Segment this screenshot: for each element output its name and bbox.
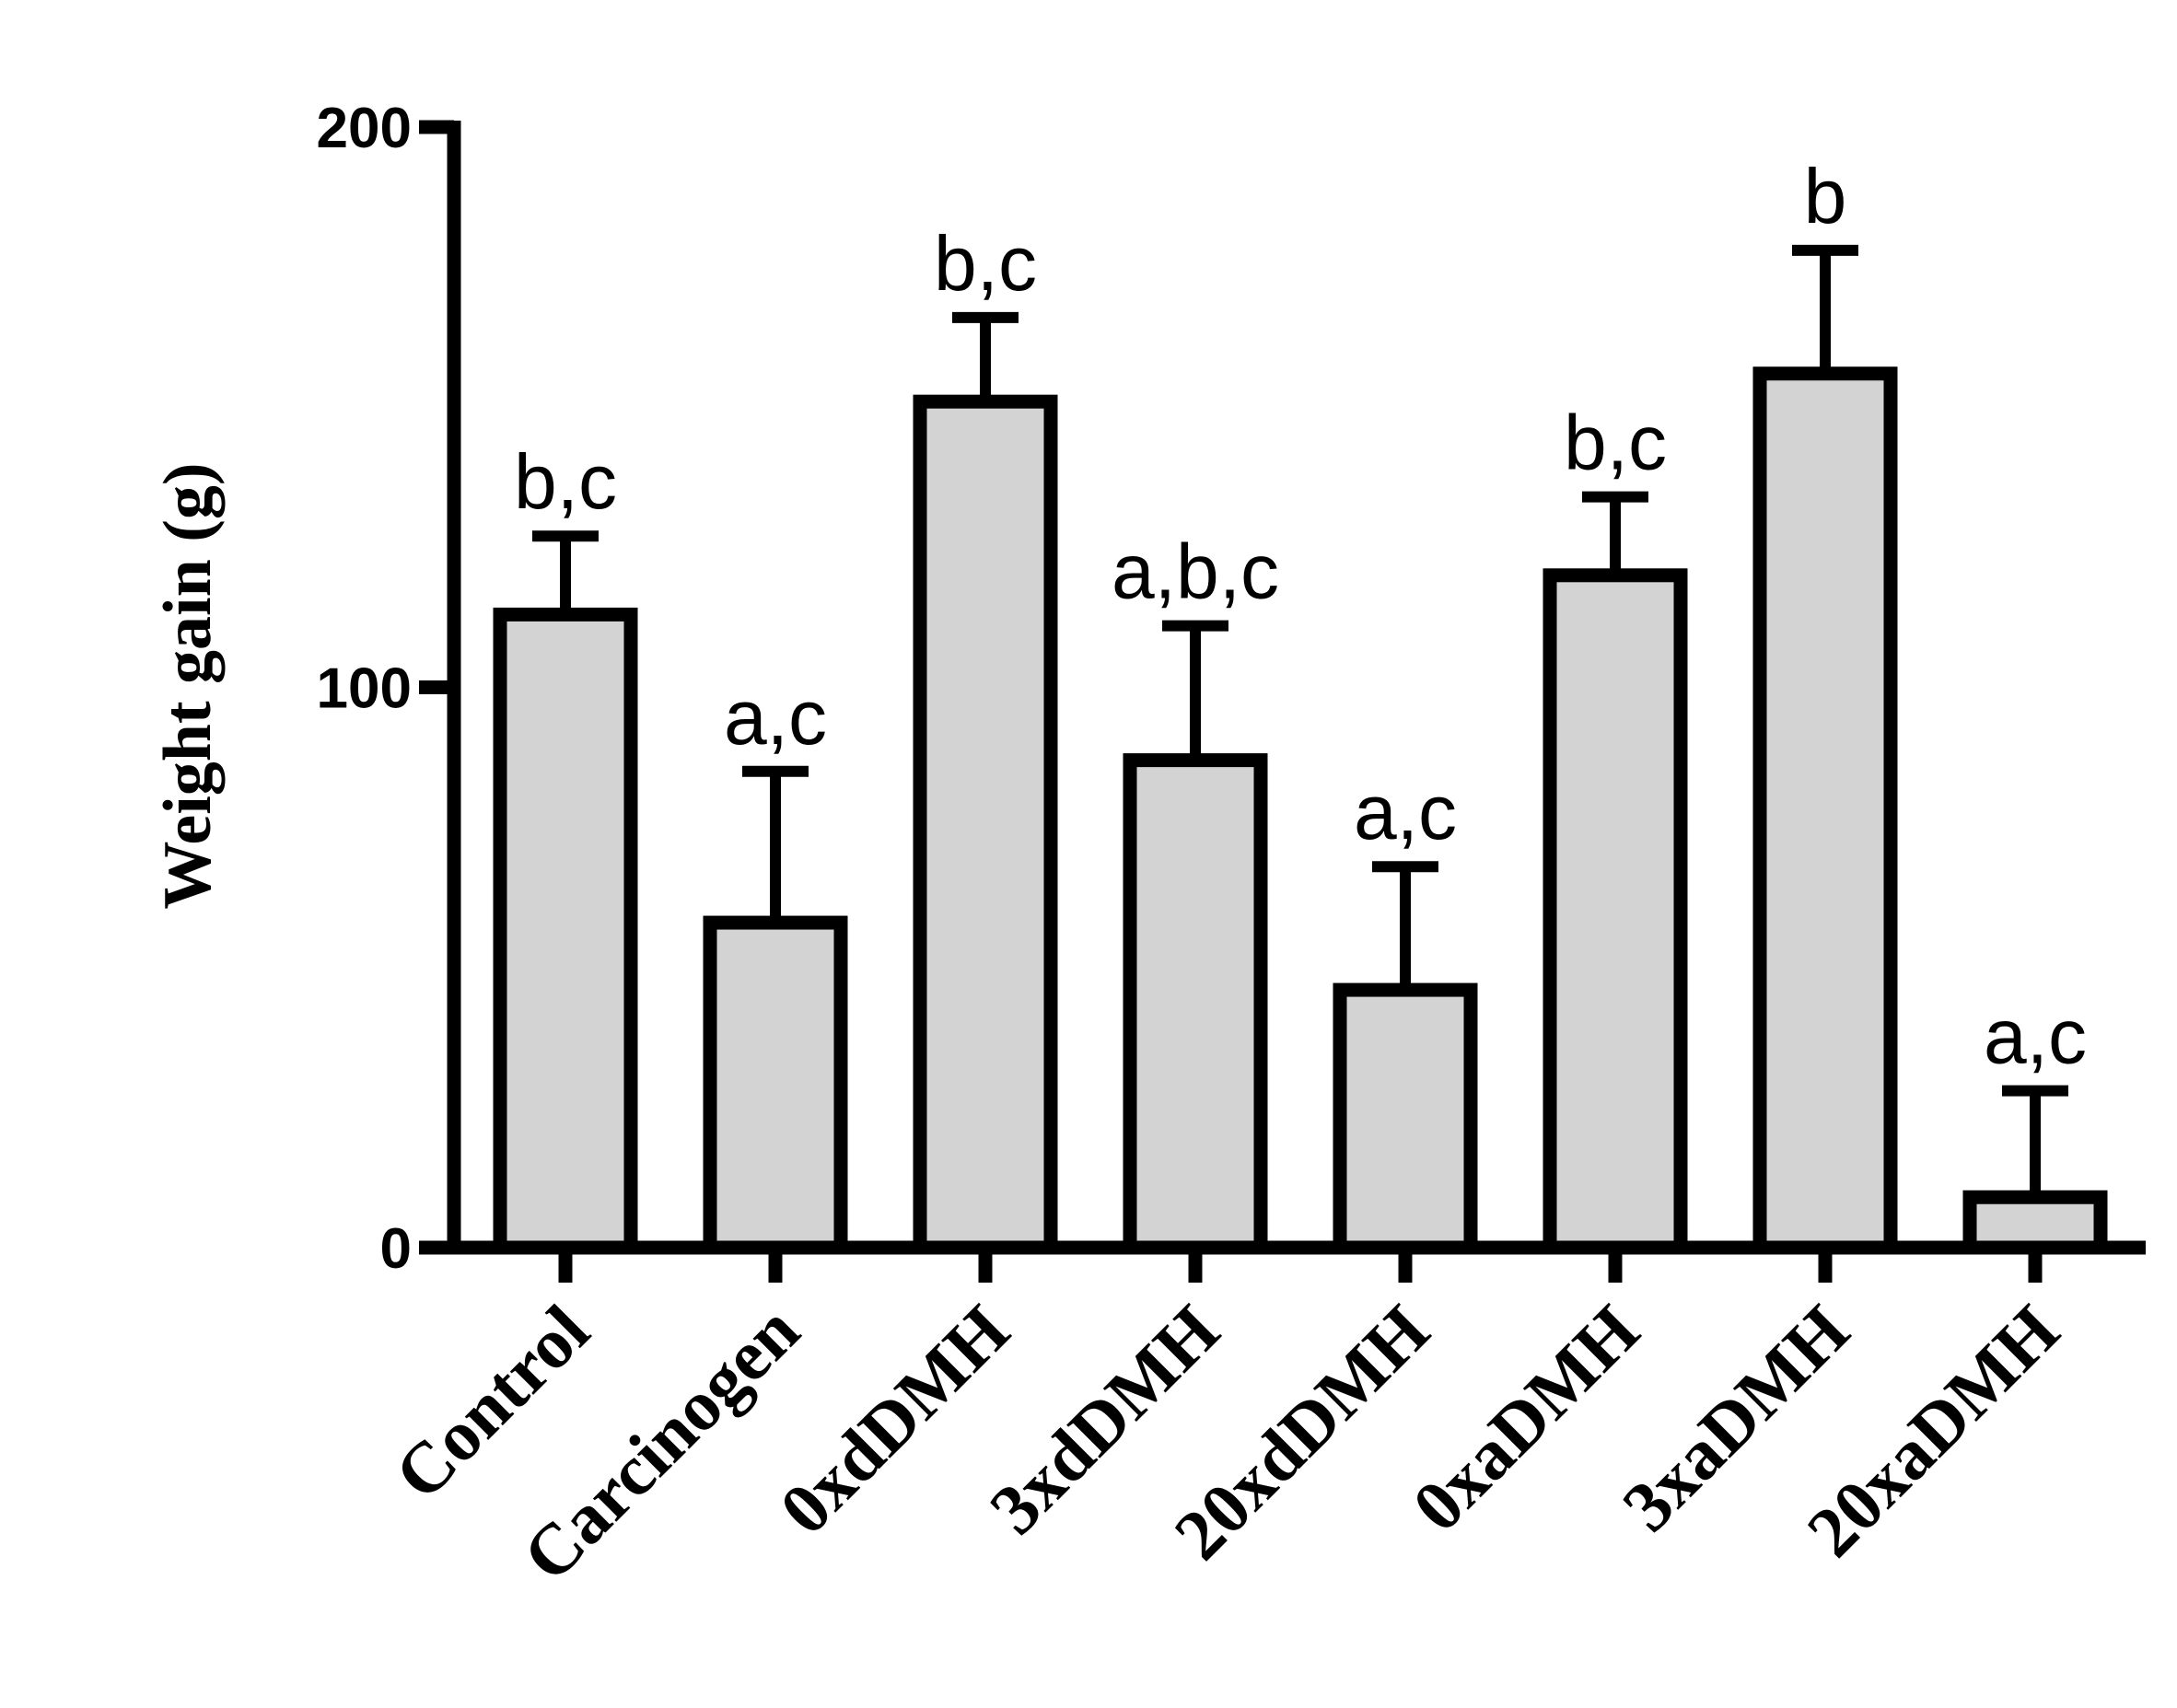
significance-label: a,c xyxy=(1984,993,2087,1080)
bar xyxy=(703,915,848,1255)
significance-label: b,c xyxy=(514,438,617,525)
significance-labels-layer: b,c a,c b,c a,b,c a,c b,c b a,c xyxy=(514,153,2087,1080)
significance-label: a,c xyxy=(1354,769,1457,855)
x-ticks-layer: ControlCarcinogen0xdDMH3xdDMH20xdDMH0xaD… xyxy=(379,1248,2074,1597)
y-tick-label: 0 xyxy=(380,1217,412,1281)
error-bars-layer xyxy=(532,244,2068,1198)
bar xyxy=(493,607,638,1255)
significance-label: b xyxy=(1804,153,1847,239)
significance-label: a,c xyxy=(724,674,827,761)
bar xyxy=(1752,366,1898,1255)
bar xyxy=(1123,753,1268,1255)
bar xyxy=(1962,1190,2108,1255)
y-tick-label: 100 xyxy=(317,657,412,721)
x-tick-label: 0xdDMH xyxy=(764,1290,1024,1550)
significance-label: a,b,c xyxy=(1112,529,1279,615)
bars-layer xyxy=(493,366,2108,1255)
bar xyxy=(913,394,1058,1255)
bar xyxy=(1543,568,1688,1255)
y-tick-label: 200 xyxy=(317,97,412,160)
significance-label: b,c xyxy=(934,220,1037,307)
y-ticks-layer: 0 100 200 xyxy=(317,97,454,1281)
bar xyxy=(1333,982,1478,1255)
significance-label: b,c xyxy=(1564,400,1667,486)
x-tick-label: 0xaDMH xyxy=(1397,1290,1654,1547)
y-axis-label: Weight gain (g) xyxy=(150,462,226,909)
